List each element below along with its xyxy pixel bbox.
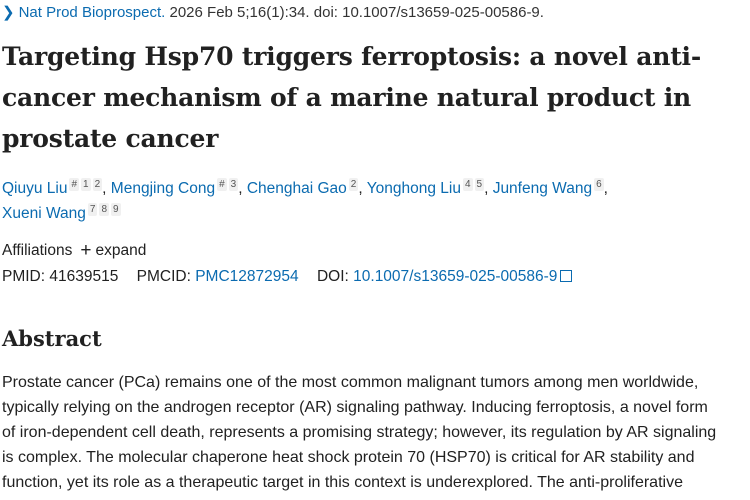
external-link-icon[interactable]: [560, 270, 573, 282]
abstract-line: typically relying on the androgen recept…: [2, 399, 708, 416]
affiliation-superscript[interactable]: 9: [111, 203, 121, 216]
author: Yonghong Liu 4 5: [366, 178, 485, 197]
affiliation-superscript[interactable]: 1: [81, 178, 91, 191]
chevron-right-icon: ❯: [2, 4, 15, 21]
author: Junfeng Wang 6: [492, 178, 604, 197]
pmid-value: 41639515: [49, 268, 119, 285]
author-link[interactable]: Chenghai Gao: [246, 180, 347, 197]
author-link[interactable]: Qiuyu Liu: [2, 180, 68, 197]
author: Mengjing Cong #3: [110, 178, 239, 197]
affiliation-superscript[interactable]: 4: [462, 178, 473, 191]
author-list: Qiuyu Liu #1 2, Mengjing Cong #3, Chenghai …: [2, 178, 608, 222]
journal-link[interactable]: Nat Prod Bioprospect.: [18, 4, 166, 21]
author-link[interactable]: Junfeng Wang: [492, 180, 593, 197]
expand-label: expand: [95, 242, 147, 259]
abstract-line: function, yet its role as a therapeutic …: [2, 474, 683, 491]
pmcid-label: PMCID:: [136, 268, 191, 285]
identifiers: PMID: 41639515 PMCID: PMC12872954 DOI: 1…: [2, 268, 573, 286]
affiliation-superscript[interactable]: 5: [474, 178, 485, 191]
expand-affiliations-button[interactable]: + expand: [72, 240, 147, 261]
affiliation-superscript[interactable]: 8: [99, 203, 109, 216]
abstract-line: is complex. The molecular chaperone heat…: [2, 449, 695, 466]
affiliation-superscript[interactable]: #: [217, 178, 227, 191]
affiliations: Affiliations + expand: [2, 240, 146, 262]
abstract-heading: Abstract: [2, 326, 102, 351]
pmcid-link[interactable]: PMC12872954: [195, 268, 299, 285]
doi-link[interactable]: 10.1007/s13659-025-00586-9: [353, 268, 558, 285]
affiliation-superscript[interactable]: 3: [228, 178, 239, 191]
author-link[interactable]: Xueni Wang: [2, 205, 86, 222]
author-link[interactable]: Yonghong Liu: [366, 180, 461, 197]
plus-icon: +: [80, 240, 92, 261]
affiliation-superscript[interactable]: #: [69, 178, 80, 191]
article-title: Targeting Hsp70 triggers ferroptosis: a …: [2, 42, 702, 153]
author-link[interactable]: Mengjing Cong: [110, 180, 216, 197]
author: Xueni Wang 7 8 9: [2, 203, 121, 222]
author: Qiuyu Liu #1 2: [2, 178, 103, 197]
doi-label: DOI:: [316, 268, 349, 285]
abstract-line: Prostate cancer (PCa) remains one of the…: [2, 374, 699, 391]
affiliation-superscript[interactable]: 2: [348, 178, 359, 191]
affiliation-superscript[interactable]: 7: [87, 203, 98, 216]
pmid-label: PMID:: [2, 268, 46, 285]
abstract-line: of iron-dependent cell death, represents…: [2, 424, 717, 441]
affiliations-label: Affiliations: [2, 242, 73, 259]
affiliation-superscript[interactable]: 6: [594, 178, 604, 191]
citation-details: 2026 Feb 5;16(1):34. doi: 10.1007/s13659…: [165, 4, 544, 21]
citation: ❯ Nat Prod Bioprospect. 2026 Feb 5;16(1):…: [2, 3, 544, 21]
abstract-text: Prostate cancer (PCa) remains one of the…: [2, 370, 750, 495]
author: Chenghai Gao 2: [246, 178, 359, 197]
affiliation-superscript[interactable]: 2: [92, 178, 103, 191]
